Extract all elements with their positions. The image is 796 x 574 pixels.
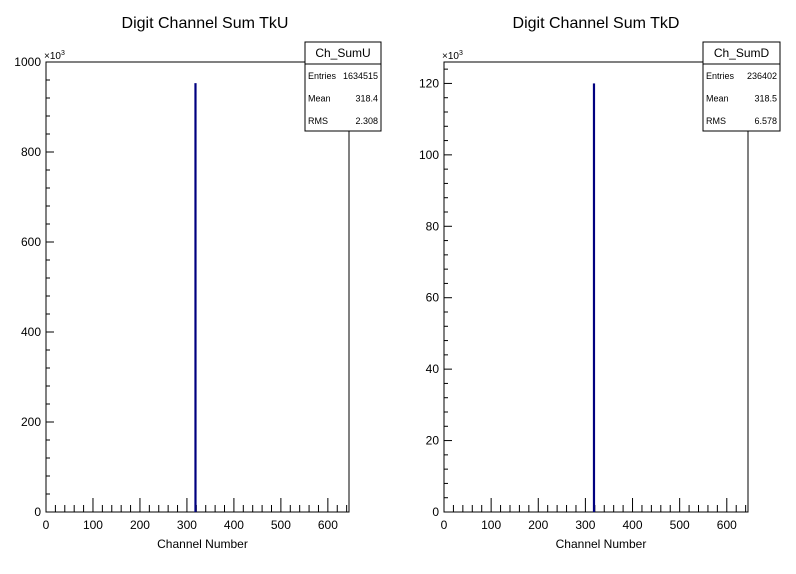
x-tick-label: 400 — [623, 518, 643, 532]
stats-box-name: Ch_SumD — [714, 46, 770, 60]
x-axis-label: Channel Number — [157, 537, 248, 551]
x-tick-label: 200 — [130, 518, 150, 532]
multiplier-base: ×10 — [44, 51, 61, 62]
chart-title: Digit Channel Sum TkD — [513, 15, 680, 32]
x-tick-label: 300 — [575, 518, 595, 532]
y-tick-label: 120 — [419, 76, 439, 90]
x-tick-label: 500 — [271, 518, 291, 532]
y-axis-multiplier: ×103 — [442, 50, 463, 62]
y-tick-label: 400 — [21, 325, 41, 339]
x-tick-label: 200 — [528, 518, 548, 532]
y-tick-label: 0 — [432, 505, 439, 519]
y-tick-label: 800 — [21, 145, 41, 159]
x-tick-label: 0 — [43, 518, 50, 532]
x-tick-label: 300 — [177, 518, 197, 532]
x-axis-label: Channel Number — [556, 537, 647, 551]
multiplier-exponent: 3 — [459, 50, 463, 57]
stats-row-label: Entries — [308, 71, 337, 81]
stats-row-label: Mean — [706, 94, 729, 104]
stats-box — [702, 41, 781, 132]
x-tick-label: 600 — [717, 518, 737, 532]
y-tick-label: 100 — [419, 148, 439, 162]
multiplier-exponent: 3 — [61, 50, 65, 57]
stats-row-label: RMS — [706, 116, 726, 126]
stats-box-name: Ch_SumU — [315, 46, 370, 60]
stats-row-value: 318.5 — [754, 94, 777, 104]
stats-row-value: 318.4 — [355, 94, 378, 104]
y-tick-label: 1000 — [14, 55, 41, 69]
stats-row-label: Mean — [308, 94, 331, 104]
histogram-bar — [592, 83, 596, 512]
y-tick-label: 80 — [426, 219, 440, 233]
y-tick-label: 20 — [426, 434, 440, 448]
stats-row-value: 2.308 — [355, 116, 378, 126]
multiplier-base: ×10 — [442, 51, 459, 62]
y-tick-label: 600 — [21, 235, 41, 249]
histogram-panel-2: Digit Channel Sum TkD020406080100120×103… — [419, 15, 781, 551]
x-tick-label: 100 — [481, 518, 501, 532]
stats-row-value: 236402 — [747, 71, 777, 81]
histogram-bar — [194, 83, 197, 513]
plot-frame — [443, 61, 749, 513]
x-tick-label: 0 — [441, 518, 448, 532]
stats-row-label: RMS — [308, 116, 328, 126]
y-tick-label: 200 — [21, 415, 41, 429]
stats-row-label: Entries — [706, 71, 735, 81]
x-tick-label: 400 — [224, 518, 244, 532]
y-tick-label: 40 — [426, 362, 440, 376]
stats-box — [304, 41, 382, 132]
plot-frame — [45, 61, 350, 513]
x-tick-label: 500 — [670, 518, 690, 532]
x-tick-label: 600 — [318, 518, 338, 532]
y-axis-multiplier: ×103 — [44, 50, 65, 62]
stats-row-value: 6.578 — [754, 116, 777, 126]
y-tick-label: 0 — [34, 505, 41, 519]
stats-row-value: 1634515 — [343, 71, 378, 81]
x-tick-label: 100 — [83, 518, 103, 532]
chart-title: Digit Channel Sum TkU — [122, 15, 289, 32]
y-tick-label: 60 — [426, 291, 440, 305]
